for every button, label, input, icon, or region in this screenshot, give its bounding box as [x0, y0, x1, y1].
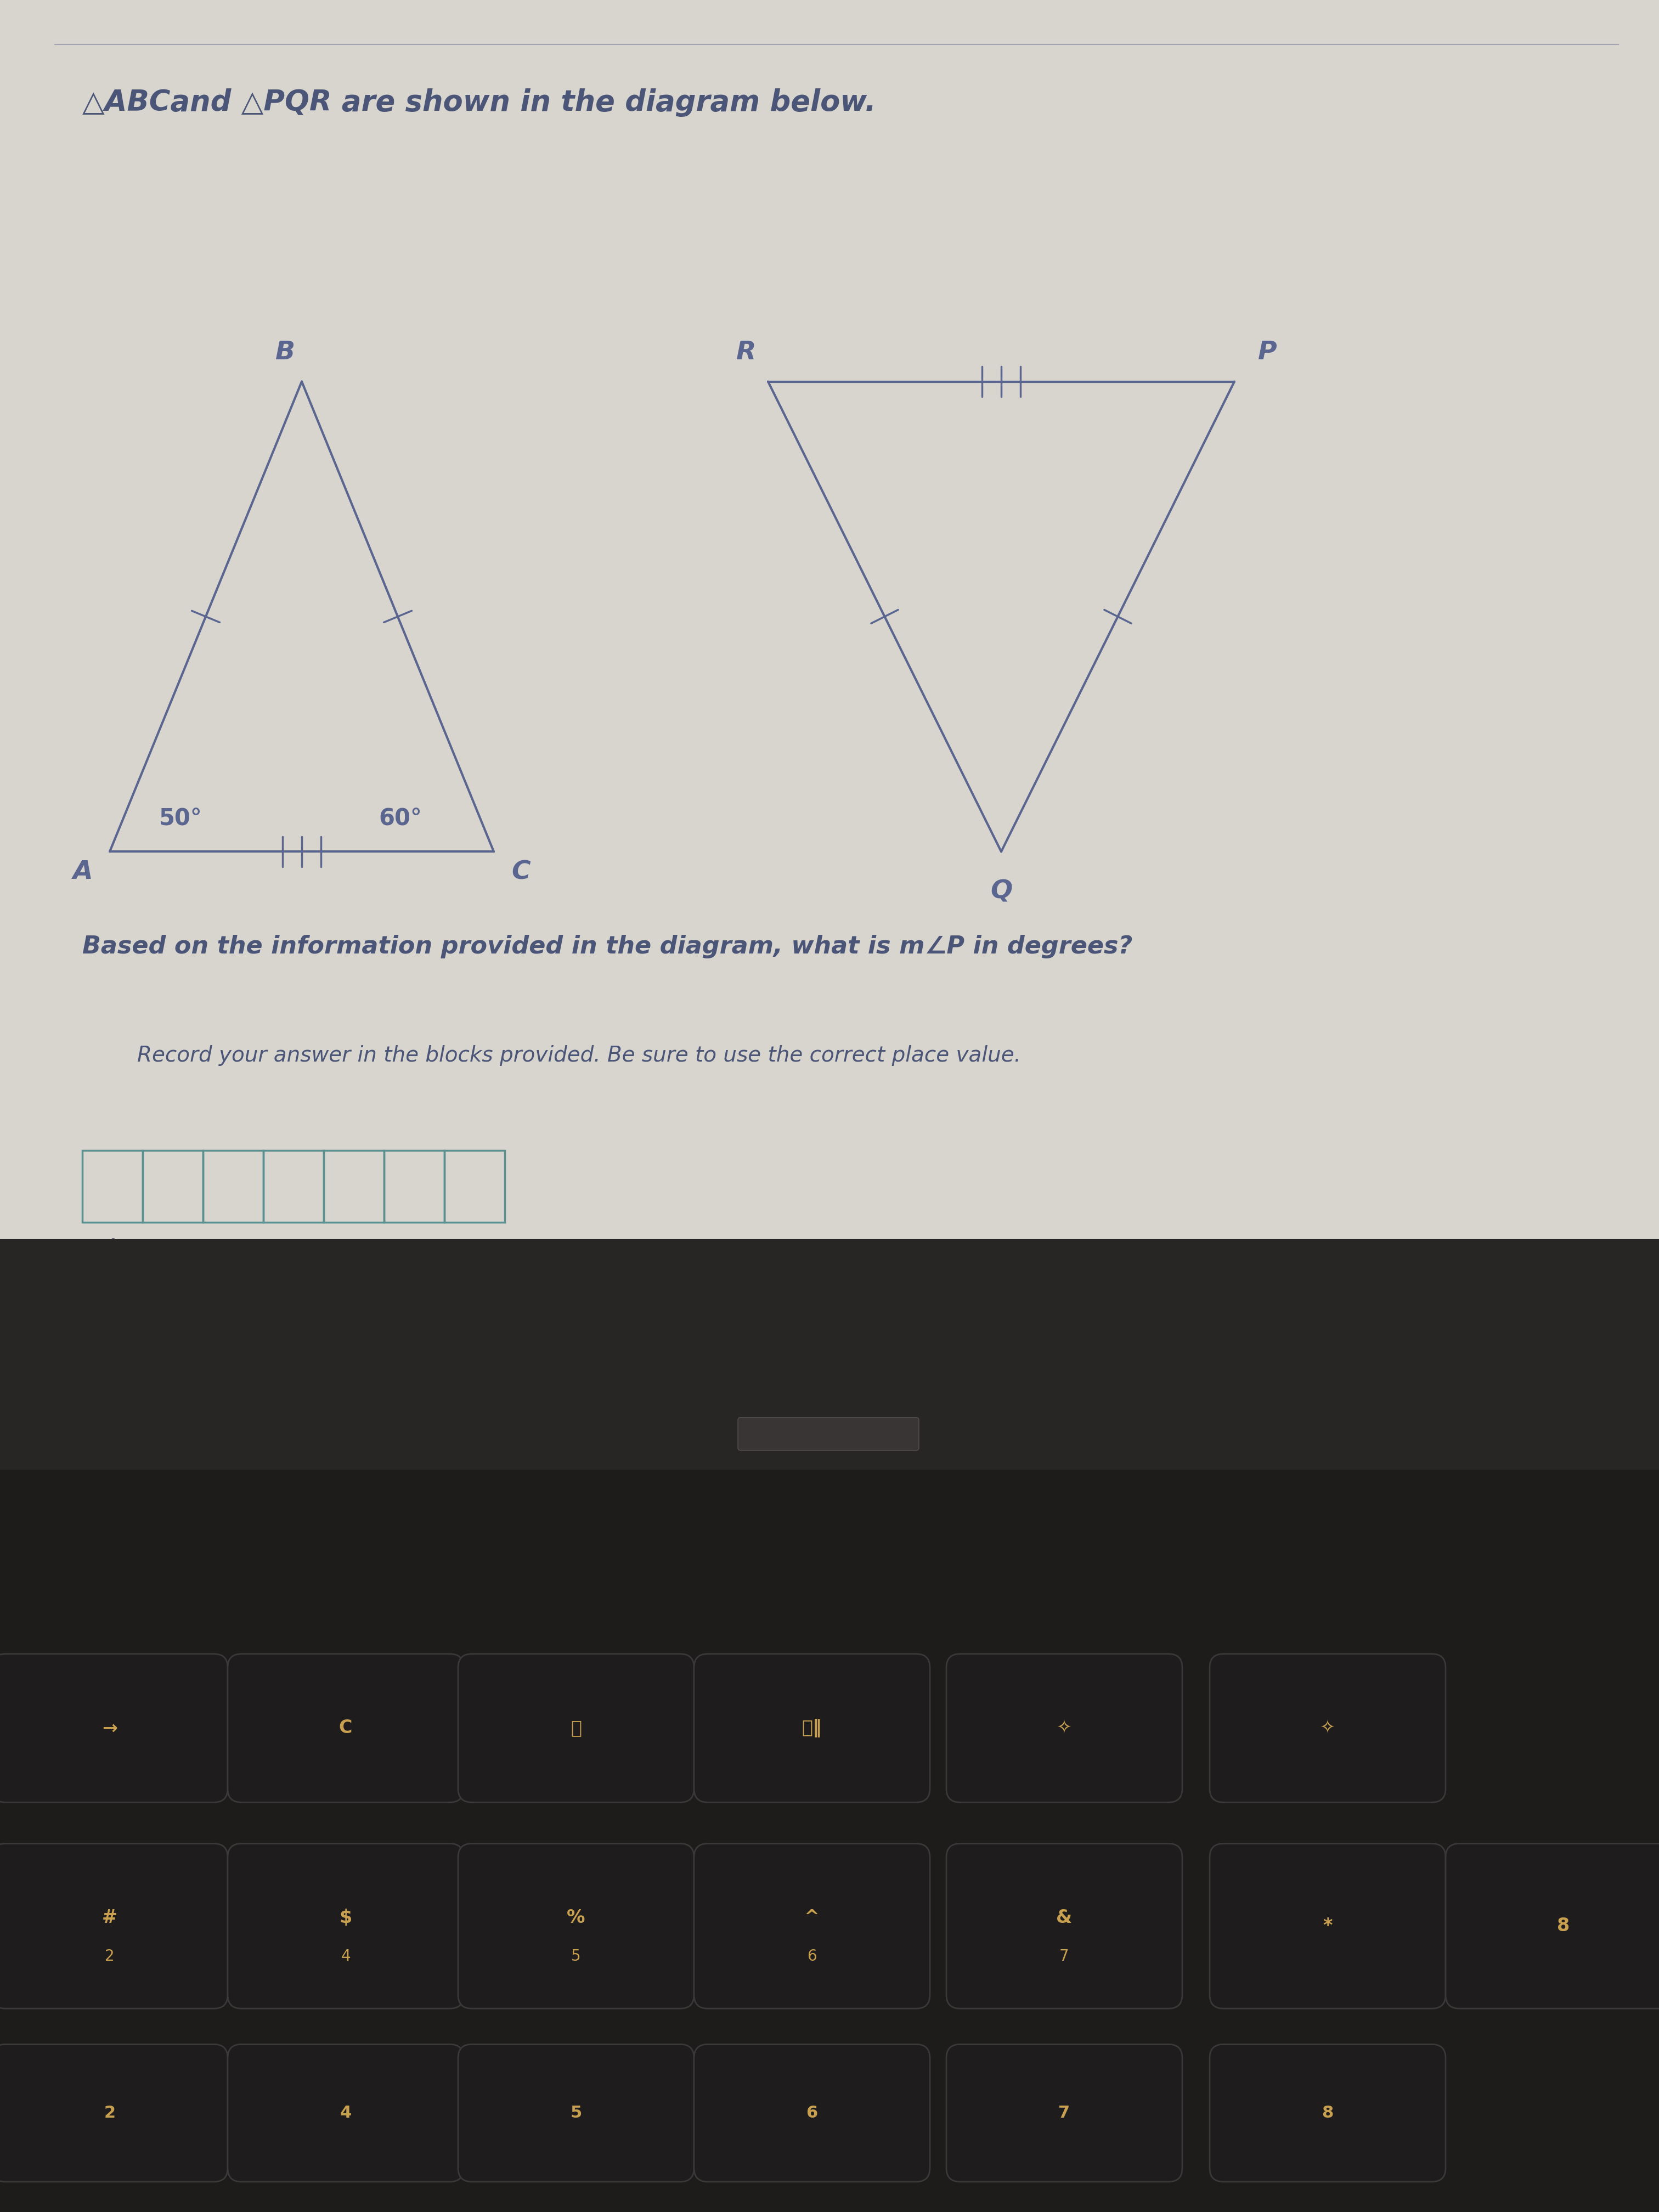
FancyBboxPatch shape [1445, 1843, 1659, 2008]
Text: →: → [103, 1719, 118, 1736]
Text: 2: 2 [105, 1949, 114, 1964]
FancyBboxPatch shape [1209, 1655, 1445, 1803]
FancyBboxPatch shape [458, 1843, 693, 2008]
Bar [202, 1150, 264, 1221]
Text: A: A [73, 860, 93, 885]
Text: 4: 4 [340, 1949, 350, 1964]
Text: 8: 8 [1558, 1918, 1569, 1936]
Text: Record your answer in the blocks provided. Be sure to use the correct place valu: Record your answer in the blocks provide… [138, 1046, 1020, 1066]
Text: *: * [1322, 1918, 1332, 1936]
Text: ⬜: ⬜ [571, 1719, 582, 1736]
FancyBboxPatch shape [693, 2044, 931, 2181]
FancyBboxPatch shape [0, 2044, 227, 2181]
Text: 6: 6 [808, 1949, 816, 1964]
Bar [324, 1150, 383, 1221]
Text: 60°: 60° [378, 807, 421, 830]
Bar [0, 1239, 1659, 1469]
Text: $: $ [338, 1909, 352, 1927]
Bar [83, 1150, 143, 1221]
FancyBboxPatch shape [227, 1843, 463, 2008]
Text: ⬜‖: ⬜‖ [801, 1719, 821, 1736]
FancyBboxPatch shape [738, 1418, 919, 1451]
FancyBboxPatch shape [1209, 1843, 1445, 2008]
FancyBboxPatch shape [0, 1843, 227, 2008]
Text: P: P [1258, 341, 1277, 365]
FancyBboxPatch shape [693, 1655, 931, 1803]
Bar [143, 1150, 202, 1221]
Text: 5: 5 [571, 1949, 581, 1964]
FancyBboxPatch shape [946, 1655, 1183, 1803]
Bar [445, 1150, 504, 1221]
Text: R: R [737, 341, 757, 365]
Text: +/-: +/- [88, 1237, 124, 1261]
Text: 7: 7 [1060, 1949, 1068, 1964]
Text: △ABCand △PQR are shown in the diagram below.: △ABCand △PQR are shown in the diagram be… [83, 88, 876, 117]
Text: #: # [103, 1909, 118, 1927]
Text: 2: 2 [105, 2106, 116, 2121]
Text: C: C [511, 860, 531, 885]
Text: 7: 7 [1058, 2106, 1070, 2121]
Text: 50°: 50° [159, 807, 202, 830]
Bar [264, 1150, 324, 1221]
Text: 5: 5 [571, 2106, 582, 2121]
Bar [0, 1469, 1659, 2212]
FancyBboxPatch shape [1209, 2044, 1445, 2181]
Text: Based on the information provided in the diagram, what is m∠P in degrees?: Based on the information provided in the… [83, 933, 1133, 958]
Text: 4: 4 [340, 2106, 352, 2121]
FancyBboxPatch shape [458, 1655, 693, 1803]
FancyBboxPatch shape [0, 1655, 227, 1803]
Text: 8: 8 [1322, 2106, 1334, 2121]
Text: ✧: ✧ [1321, 1719, 1335, 1736]
Bar [383, 1150, 445, 1221]
FancyBboxPatch shape [693, 1843, 931, 2008]
Text: ✧: ✧ [1057, 1719, 1072, 1736]
Text: %: % [567, 1909, 586, 1927]
Text: C: C [338, 1719, 352, 1736]
Text: ^: ^ [805, 1909, 820, 1927]
FancyBboxPatch shape [227, 1655, 463, 1803]
FancyBboxPatch shape [458, 2044, 693, 2181]
FancyBboxPatch shape [946, 1843, 1183, 2008]
Text: &: & [1057, 1909, 1072, 1927]
FancyBboxPatch shape [946, 2044, 1183, 2181]
FancyBboxPatch shape [227, 2044, 463, 2181]
Text: B: B [275, 341, 295, 365]
Text: Q: Q [990, 880, 1012, 905]
Text: 6: 6 [806, 2106, 818, 2121]
